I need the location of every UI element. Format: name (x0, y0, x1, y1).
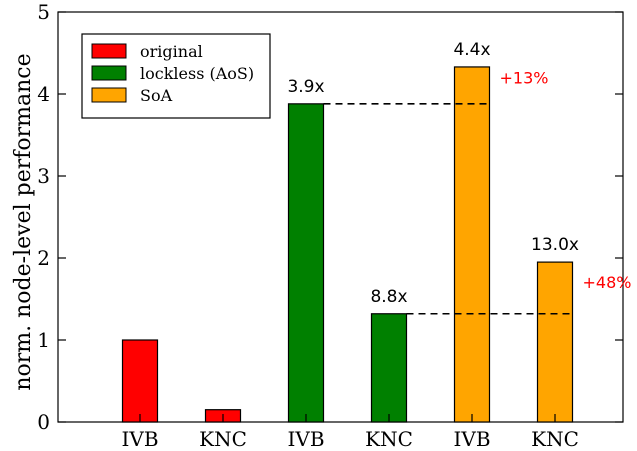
legend-swatch (91, 87, 127, 103)
x-tick-label: KNC (199, 427, 247, 451)
legend-label: lockless (AoS) (140, 64, 254, 83)
legend-label: original (140, 42, 203, 61)
data-label: 8.8x (370, 287, 407, 307)
y-tick-label: 1 (37, 328, 50, 352)
y-axis-label: norm. node-level performance (11, 53, 36, 390)
bar-original-ivb (121, 339, 159, 423)
bar-soa-knc (536, 261, 574, 423)
x-tick-label: IVB (287, 427, 324, 451)
legend-swatch (91, 65, 127, 81)
plot-area: 0 1 2 3 4 5 IVB KNC IVB 3.9x KNC 8.8x IVB 4.4x KNC 13.0… (37, 0, 631, 451)
y-tick-label: 5 (37, 0, 50, 24)
data-label: 13.0x (531, 235, 579, 255)
legend-swatch (91, 43, 127, 59)
legend-label: SoA (140, 86, 173, 105)
bar-lockless-aos--knc (370, 313, 408, 423)
y-tick-label: 2 (37, 246, 50, 270)
plot-frame (57, 11, 624, 423)
x-tick-label: IVB (453, 427, 490, 451)
x-tick-label: KNC (531, 427, 579, 451)
improvement-annotation: +13% (500, 68, 549, 87)
data-label: 4.4x (453, 40, 490, 60)
x-tick-label: IVB (121, 427, 158, 451)
improvement-annotation: +48% (583, 273, 632, 292)
y-tick-label: 4 (37, 82, 50, 106)
bar-soa-ivb (453, 66, 491, 423)
y-tick-label: 0 (37, 410, 50, 434)
data-label: 3.9x (287, 77, 324, 97)
y-tick-label: 3 (37, 164, 50, 188)
bar-lockless-aos--ivb (287, 103, 325, 423)
x-tick-label: KNC (365, 427, 413, 451)
